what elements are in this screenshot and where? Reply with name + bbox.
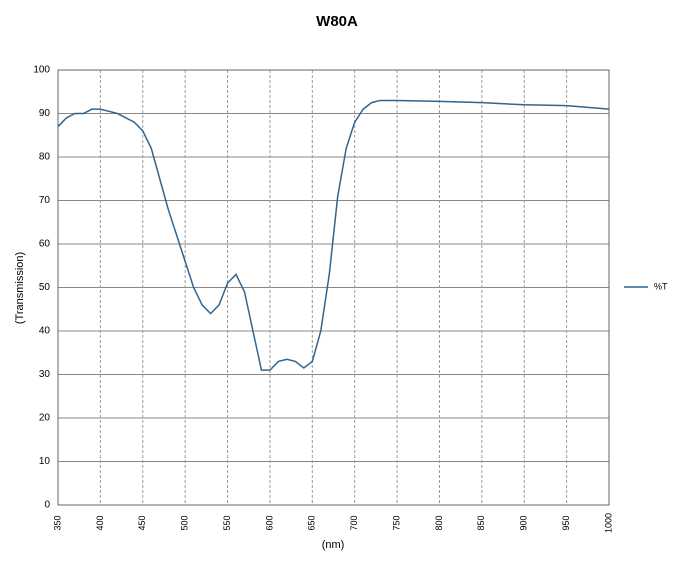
x-tick-label: 350 xyxy=(52,515,62,530)
x-tick-label: 700 xyxy=(349,515,359,530)
x-tick-label: 500 xyxy=(180,515,190,530)
x-axis-label: (nm) xyxy=(322,539,345,551)
y-tick-label: 70 xyxy=(39,195,51,206)
y-tick-label: 0 xyxy=(44,500,50,511)
x-tick-label: 450 xyxy=(137,515,147,530)
chart-title: W80A xyxy=(316,13,358,30)
x-tick-label: 900 xyxy=(519,515,529,530)
y-tick-label: 40 xyxy=(39,326,51,337)
y-tick-label: 50 xyxy=(39,282,51,293)
y-tick-label: 10 xyxy=(39,456,51,467)
plot-frame xyxy=(57,69,610,506)
x-tick-label: 1000 xyxy=(603,513,613,533)
y-tick-label: 20 xyxy=(39,413,51,424)
y-tick-label: 80 xyxy=(39,152,51,163)
line-series xyxy=(57,99,610,371)
x-tick-label: 750 xyxy=(391,515,401,530)
x-tick-label: 600 xyxy=(264,515,274,530)
x-tick-label: 800 xyxy=(434,515,444,530)
x-tick-label: 850 xyxy=(476,515,486,530)
y-tick-label: 100 xyxy=(33,65,50,76)
x-tick-label: 550 xyxy=(222,515,232,530)
legend-label: %T xyxy=(654,281,668,291)
x-tick-label: 400 xyxy=(95,515,105,530)
y-tick-label: 90 xyxy=(39,108,51,119)
x-tick-label: 950 xyxy=(561,515,571,530)
y-tick-label: 30 xyxy=(39,369,51,380)
y-axis-label: (Transmission) xyxy=(14,252,26,324)
y-tick-label: 60 xyxy=(39,239,51,250)
x-tick-label: 650 xyxy=(307,515,317,530)
